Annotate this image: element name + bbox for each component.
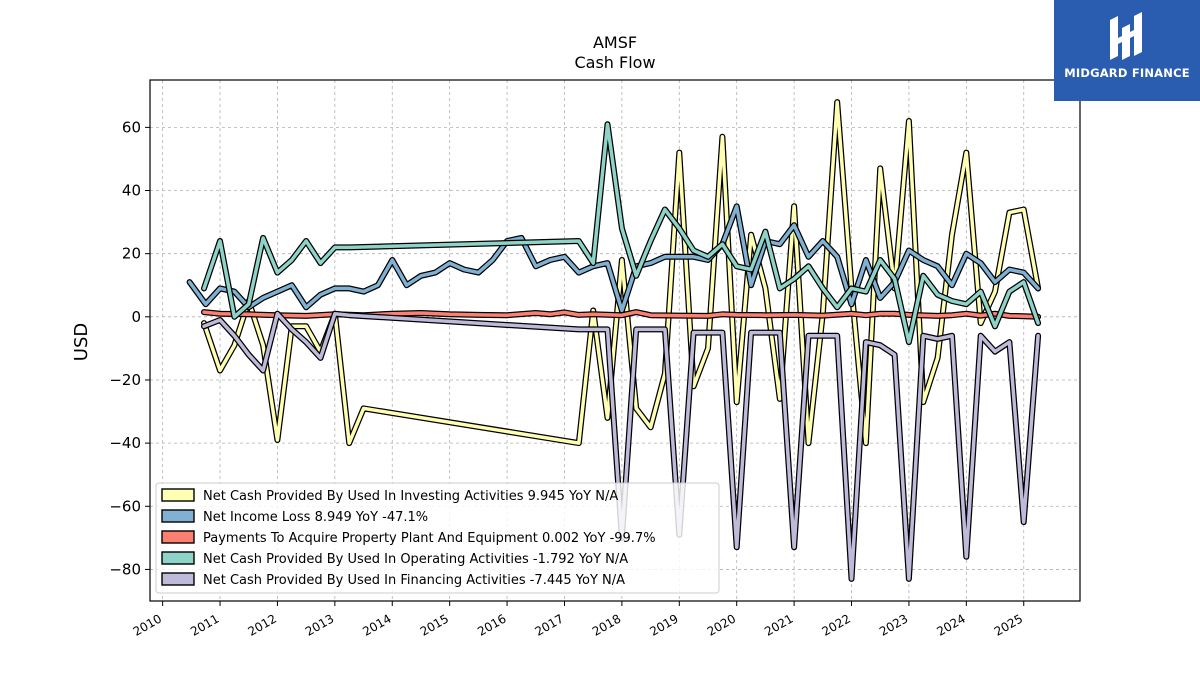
y-tick-label: −80	[109, 560, 141, 578]
x-tick-label: 2024	[934, 611, 967, 638]
brand-logo-icon	[1110, 12, 1142, 60]
legend-swatch	[161, 530, 195, 544]
x-tick-label: 2018	[590, 611, 623, 638]
x-tick-label: 2013	[303, 611, 336, 638]
legend-box	[155, 482, 720, 594]
legend-swatch	[161, 509, 195, 523]
series-stroke	[202, 311, 1040, 581]
y-axis-label: USD	[71, 323, 92, 361]
brand-logo: MIDGARD FINANCE	[1054, 0, 1200, 101]
y-tick-label: −40	[109, 434, 141, 452]
x-tick-label: 2025	[992, 611, 1025, 638]
chart-title: AMSF	[593, 33, 637, 52]
legend-label: Net Income Loss 8.949 YoY -47.1%	[203, 510, 428, 525]
x-tick-label: 2010	[131, 611, 164, 638]
y-tick-label: 60	[122, 118, 141, 136]
x-tick-label: 2021	[762, 611, 795, 638]
legend-swatch	[161, 551, 195, 565]
series-line-1	[186, 203, 1042, 314]
x-tick-label: 2014	[360, 611, 393, 638]
plot-frame	[149, 79, 1081, 602]
y-tick-label: 40	[122, 182, 141, 200]
x-tick-label: 2016	[475, 611, 508, 638]
x-tick-label: 2023	[877, 611, 910, 638]
legend-label: Net Cash Provided By Used In Financing A…	[203, 573, 625, 588]
x-tick-label: 2011	[188, 611, 221, 638]
y-tick-label: −60	[109, 497, 141, 515]
legend-swatch	[161, 488, 195, 502]
x-tick-label: 2017	[533, 611, 566, 638]
series-stroke	[187, 204, 1040, 313]
series-stroke	[202, 100, 1040, 445]
chart-subtitle: Cash Flow	[574, 53, 655, 72]
series-layer	[186, 99, 1042, 582]
x-tick-label: 2022	[820, 611, 853, 638]
series-line-4	[201, 310, 1042, 582]
series-stroke	[202, 122, 1040, 344]
x-tick-label: 2015	[418, 611, 451, 638]
x-tick-label: 2020	[705, 611, 738, 638]
legend-label: Payments To Acquire Property Plant And E…	[203, 531, 656, 546]
x-tick-label: 2019	[647, 611, 680, 638]
y-tick-label: −20	[109, 371, 141, 389]
series-line-3	[201, 121, 1042, 346]
x-tick-label: 2012	[245, 611, 278, 638]
legend: Net Cash Provided By Used In Investing A…	[155, 482, 720, 594]
brand-name: MIDGARD FINANCE	[1064, 66, 1190, 80]
y-tick-label: 0	[131, 308, 141, 326]
series-line-0	[201, 99, 1042, 447]
y-tick-label: 20	[122, 245, 141, 263]
legend-label: Net Cash Provided By Used In Investing A…	[203, 489, 618, 504]
legend-label: Net Cash Provided By Used In Operating A…	[203, 552, 628, 567]
legend-swatch	[161, 572, 195, 586]
